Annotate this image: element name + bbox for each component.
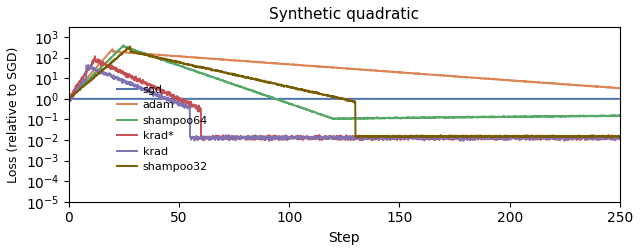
adam <box>600 85 608 88</box>
krad* <box>600 137 608 140</box>
sgd <box>333 97 340 100</box>
shampoo64 <box>600 114 608 117</box>
shampoo64 <box>499 115 507 118</box>
shampoo64 <box>346 118 354 121</box>
krad <box>65 99 72 102</box>
Line: shampoo64: shampoo64 <box>68 45 620 119</box>
krad <box>616 136 624 139</box>
shampoo32 <box>126 45 134 48</box>
adam <box>600 85 608 88</box>
shampoo64 <box>120 44 127 47</box>
adam <box>333 66 341 69</box>
adam <box>499 78 507 81</box>
Line: shampoo32: shampoo32 <box>68 46 620 138</box>
Line: krad*: krad* <box>68 56 620 140</box>
krad <box>93 68 101 71</box>
shampoo64 <box>65 98 72 101</box>
Line: krad: krad <box>68 65 620 141</box>
krad* <box>333 136 341 139</box>
shampoo32 <box>600 135 608 138</box>
krad* <box>93 58 101 61</box>
adam <box>65 97 72 100</box>
sgd <box>600 97 607 100</box>
krad* <box>319 136 326 139</box>
sgd <box>65 97 72 100</box>
shampoo32 <box>601 136 609 139</box>
shampoo32 <box>616 134 624 137</box>
adam <box>93 66 100 69</box>
shampoo64 <box>93 70 100 73</box>
shampoo64 <box>333 117 341 120</box>
krad <box>460 139 467 142</box>
shampoo64 <box>616 114 624 117</box>
shampoo64 <box>319 113 326 116</box>
krad <box>319 136 326 139</box>
sgd <box>93 97 100 100</box>
adam <box>616 87 624 90</box>
krad <box>600 136 608 139</box>
sgd <box>499 97 507 100</box>
shampoo32 <box>333 97 341 100</box>
shampoo32 <box>319 93 326 96</box>
sgd <box>318 97 326 100</box>
krad* <box>199 139 207 142</box>
shampoo32 <box>93 73 100 76</box>
shampoo64 <box>601 114 609 117</box>
krad* <box>91 55 99 58</box>
sgd <box>600 97 608 100</box>
X-axis label: Step: Step <box>328 231 360 245</box>
krad* <box>601 136 609 139</box>
adam <box>319 66 326 69</box>
krad <box>499 135 507 138</box>
adam <box>109 48 116 51</box>
shampoo32 <box>499 135 507 138</box>
krad <box>601 138 609 141</box>
krad <box>84 64 92 67</box>
sgd <box>616 97 624 100</box>
Y-axis label: Loss (relative to SGD): Loss (relative to SGD) <box>7 46 20 183</box>
Line: adam: adam <box>68 49 620 99</box>
Legend: sgd, adam, shampoo64, krad*, krad, shampoo32: sgd, adam, shampoo64, krad*, krad, shamp… <box>113 80 212 177</box>
Title: Synthetic quadratic: Synthetic quadratic <box>269 7 419 22</box>
shampoo32 <box>358 136 366 139</box>
krad <box>333 137 341 140</box>
krad* <box>65 97 72 100</box>
krad* <box>499 137 507 140</box>
krad* <box>616 136 624 139</box>
shampoo32 <box>65 97 72 100</box>
